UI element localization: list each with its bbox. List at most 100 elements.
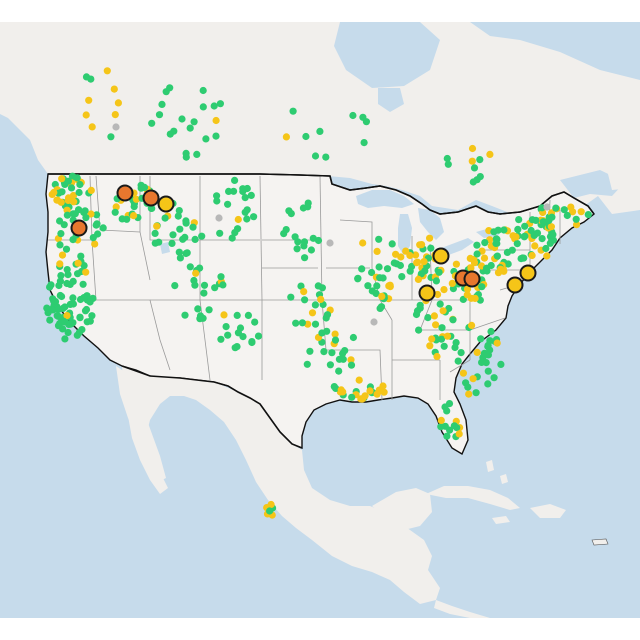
- station-marker: [74, 270, 82, 278]
- station-marker: [375, 386, 383, 394]
- station-marker: [424, 314, 432, 322]
- station-marker: [99, 224, 107, 232]
- station-marker: [443, 432, 451, 440]
- station-marker: [250, 213, 258, 221]
- station-marker: [521, 222, 529, 230]
- station-marker: [213, 197, 221, 205]
- station-marker: [186, 124, 194, 132]
- station-marker: [73, 331, 81, 339]
- station-marker: [468, 321, 476, 329]
- station-marker: [427, 244, 435, 252]
- station-marker: [93, 211, 101, 219]
- station-marker: [69, 319, 77, 327]
- station-marker: [155, 111, 164, 119]
- station-marker: [74, 259, 82, 267]
- highlighted-marker-yellow-newjersey[interactable]: [506, 276, 524, 294]
- station-marker: [323, 311, 332, 319]
- highlighted-marker-orange-montana[interactable]: [142, 189, 160, 207]
- lake-huron: [418, 208, 444, 240]
- station-marker: [166, 130, 174, 138]
- station-marker: [362, 118, 370, 126]
- station-marker: [199, 86, 207, 95]
- station-marker: [85, 96, 93, 104]
- station-marker: [48, 305, 56, 314]
- baffin-bay: [470, 22, 640, 80]
- station-marker: [468, 157, 476, 165]
- station-marker: [62, 245, 71, 253]
- station-marker: [368, 268, 376, 277]
- highlighted-markers[interactable]: [70, 184, 537, 302]
- highlighted-marker-yellow-michigan[interactable]: [432, 247, 450, 265]
- station-marker: [300, 238, 309, 246]
- station-marker: [486, 150, 494, 158]
- station-marker: [182, 249, 190, 258]
- station-marker: [484, 380, 492, 388]
- station-marker: [420, 258, 428, 266]
- station-marker: [470, 255, 478, 264]
- highlighted-marker-yellow-indiana[interactable]: [418, 284, 436, 302]
- station-marker: [76, 180, 84, 189]
- station-marker: [301, 296, 309, 304]
- station-marker: [414, 275, 422, 283]
- station-marker: [222, 323, 230, 331]
- james-bay: [378, 88, 404, 112]
- station-marker: [426, 342, 434, 350]
- station-marker: [212, 116, 220, 125]
- station-marker: [306, 347, 314, 355]
- station-marker: [140, 183, 149, 191]
- station-marker: [230, 187, 238, 195]
- station-marker: [577, 208, 585, 216]
- station-marker: [448, 279, 456, 287]
- station-marker: [132, 195, 140, 203]
- station-marker: [303, 360, 311, 368]
- station-marker: [298, 319, 306, 327]
- station-marker: [151, 229, 159, 237]
- station-marker: [432, 321, 440, 329]
- station-marker: [569, 208, 577, 216]
- station-marker: [297, 282, 305, 290]
- station-marker: [77, 252, 85, 260]
- station-marker: [500, 226, 508, 234]
- station-marker: [110, 85, 118, 93]
- highlighted-marker-orange-ohio-2[interactable]: [463, 270, 481, 288]
- station-marker: [81, 307, 90, 315]
- station-marker: [175, 248, 183, 256]
- highlighted-marker-orange-oregon[interactable]: [70, 219, 88, 237]
- station-marker: [112, 203, 120, 211]
- highlighted-marker-orange-idaho[interactable]: [116, 184, 134, 202]
- station-marker: [335, 367, 343, 375]
- map-view[interactable]: [0, 22, 640, 618]
- state-border-line: [469, 317, 506, 331]
- station-marker: [497, 360, 505, 368]
- station-marker: [531, 242, 539, 250]
- station-marker: [484, 367, 492, 375]
- station-marker-gray: [215, 214, 223, 222]
- country-border: [48, 173, 595, 449]
- station-marker: [437, 335, 446, 343]
- station-marker: [171, 282, 179, 290]
- station-marker: [224, 331, 232, 339]
- station-marker: [181, 311, 189, 319]
- state-border-line: [96, 299, 171, 371]
- station-marker: [248, 338, 256, 346]
- station-marker: [254, 332, 263, 340]
- station-marker: [364, 282, 372, 290]
- station-marker: [572, 215, 580, 223]
- map-canvas[interactable]: [0, 22, 640, 618]
- station-marker: [538, 235, 546, 243]
- station-marker: [383, 265, 392, 273]
- station-marker: [349, 333, 357, 342]
- lake-superior: [356, 190, 414, 208]
- station-marker: [182, 219, 190, 227]
- station-marker: [76, 314, 84, 322]
- highlighted-marker-yellow-montana[interactable]: [157, 195, 175, 213]
- station-marker: [289, 107, 297, 115]
- station-marker: [71, 210, 79, 218]
- station-marker: [331, 330, 339, 338]
- station-marker: [82, 111, 90, 119]
- highlighted-marker-yellow-delaware[interactable]: [519, 264, 537, 282]
- state-borders: [48, 175, 561, 401]
- station-marker: [430, 312, 438, 320]
- station-marker: [63, 211, 71, 219]
- station-marker: [435, 268, 443, 276]
